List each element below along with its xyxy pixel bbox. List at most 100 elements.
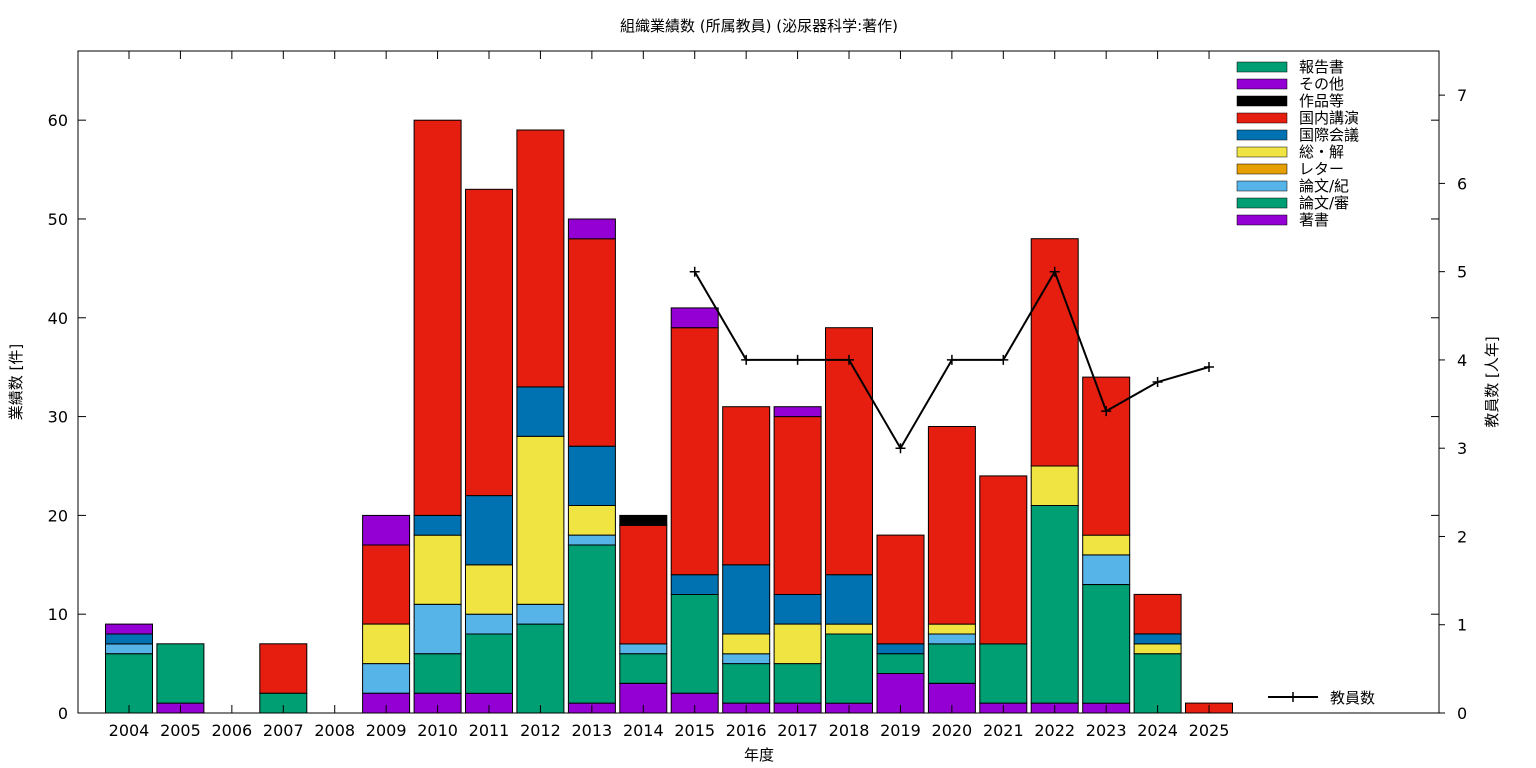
legend-swatch-0 xyxy=(1236,61,1288,73)
bar-2020-series-4 xyxy=(927,623,976,635)
y2-tick-label-1: 1 xyxy=(1457,616,1467,635)
legend-line-marker xyxy=(1288,692,1298,702)
bar-2014-series-2 xyxy=(619,643,668,655)
y-tick-label-20: 20 xyxy=(48,506,68,525)
bar-2024-series-5 xyxy=(1133,633,1182,645)
x-tick-label-2015: 2015 xyxy=(674,721,715,740)
bar-2015-series-5 xyxy=(670,574,719,596)
bar-2023-series-6 xyxy=(1082,376,1131,536)
line-point-2018 xyxy=(844,354,854,365)
bar-2019-series-6 xyxy=(876,534,925,645)
bar-2013-series-6 xyxy=(567,238,616,447)
legend-swatch-1 xyxy=(1236,78,1288,90)
x-tick-label-2014: 2014 xyxy=(623,721,664,740)
y2-tick-label-5: 5 xyxy=(1457,263,1467,282)
y-tick-label-60: 60 xyxy=(48,111,68,130)
bar-2010-series-5 xyxy=(413,514,462,536)
bar-2024-series-1 xyxy=(1133,653,1182,714)
bar-2018-series-1 xyxy=(825,633,873,704)
bar-2004-series-2 xyxy=(105,643,153,655)
bar-2012-series-6 xyxy=(516,129,565,388)
legend-swatch-7 xyxy=(1236,180,1288,192)
bar-2018-series-4 xyxy=(825,623,873,635)
y-axis-label: 業績数 [件] xyxy=(7,344,25,420)
y2-tick-label-0: 0 xyxy=(1457,704,1467,723)
x-tick-label-2007: 2007 xyxy=(263,721,304,740)
x-axis-label: 年度 xyxy=(744,746,774,764)
x-tick-label-2025: 2025 xyxy=(1189,721,1230,740)
y2-tick-label-4: 4 xyxy=(1457,351,1467,370)
line-layer xyxy=(689,266,1214,454)
x-tick-label-2012: 2012 xyxy=(520,721,561,740)
line-point-2020 xyxy=(946,354,957,365)
bar-2020-series-2 xyxy=(927,633,976,645)
line-point-2024 xyxy=(1152,377,1163,387)
bar-2016-series-2 xyxy=(722,653,771,665)
bar-2012-series-2 xyxy=(516,603,565,625)
y2-tick-label-3: 3 xyxy=(1457,439,1467,458)
bar-2010-series-6 xyxy=(413,119,462,516)
legend-label-5: 総・解 xyxy=(1299,143,1344,161)
bar-2014-series-7 xyxy=(619,514,668,526)
bar-2011-series-4 xyxy=(465,564,513,615)
bar-2013-series-5 xyxy=(567,445,616,507)
x-tick-label-2021: 2021 xyxy=(983,721,1024,740)
bar-2021-series-1 xyxy=(979,643,1028,704)
x-tick-label-2006: 2006 xyxy=(212,721,253,740)
bar-2016-series-4 xyxy=(722,633,771,655)
bar-2004-series-8 xyxy=(105,623,153,635)
x-tick-label-2011: 2011 xyxy=(469,721,510,740)
bar-2018-series-5 xyxy=(825,574,873,625)
bar-2023-series-2 xyxy=(1082,554,1131,586)
legend-label-6: レター xyxy=(1299,160,1344,178)
legend-label-3: 国内講演 xyxy=(1299,109,1359,127)
y2-axis-label: 教員数 [人年] xyxy=(1483,336,1501,427)
x-tick-label-2004: 2004 xyxy=(109,721,150,740)
bar-2014-series-6 xyxy=(619,524,668,645)
bar-2009-series-8 xyxy=(362,514,411,546)
bar-2016-series-1 xyxy=(722,663,771,704)
bar-2015-series-1 xyxy=(670,593,719,694)
bar-2020-series-1 xyxy=(927,643,976,684)
bar-2018-series-6 xyxy=(825,327,873,576)
bars xyxy=(105,119,1233,714)
bar-2013-series-4 xyxy=(567,505,616,536)
x-tick-label-2022: 2022 xyxy=(1034,721,1075,740)
bar-2010-series-1 xyxy=(413,653,462,694)
legend-swatch-8 xyxy=(1236,197,1288,209)
legend-label-7: 論文/紀 xyxy=(1299,177,1349,195)
bar-2012-series-4 xyxy=(516,435,565,605)
line-point-2025 xyxy=(1204,362,1214,372)
bar-2017-series-1 xyxy=(773,663,822,704)
bar-2015-series-8 xyxy=(670,307,719,329)
line-point-2015 xyxy=(689,266,700,277)
bar-2015-series-6 xyxy=(670,327,719,576)
bar-2012-series-1 xyxy=(516,623,565,714)
x-tick-label-2017: 2017 xyxy=(777,721,818,740)
bar-2011-series-6 xyxy=(465,188,513,497)
y-tick-label-50: 50 xyxy=(48,210,68,229)
bar-2011-series-2 xyxy=(465,613,513,635)
bar-2017-series-4 xyxy=(773,623,822,665)
bar-2014-series-1 xyxy=(619,653,668,684)
x-tick-label-2010: 2010 xyxy=(417,721,458,740)
bar-2017-series-6 xyxy=(773,416,822,595)
bar-2022-series-4 xyxy=(1030,465,1079,506)
legend-label-4: 国際会議 xyxy=(1299,126,1359,144)
bar-2017-series-5 xyxy=(773,593,822,625)
bar-2019-series-1 xyxy=(876,653,925,675)
x-tick-label-2024: 2024 xyxy=(1137,721,1178,740)
bar-2012-series-5 xyxy=(516,386,565,437)
legend-label-1: その他 xyxy=(1299,75,1344,93)
bar-2020-series-6 xyxy=(927,426,976,625)
bar-2011-series-5 xyxy=(465,495,513,566)
bar-2009-series-6 xyxy=(362,544,411,625)
legend-swatch-6 xyxy=(1236,163,1288,175)
y2-tick-label-6: 6 xyxy=(1457,174,1467,193)
legend-label-2: 作品等 xyxy=(1299,92,1344,110)
bar-2013-series-2 xyxy=(567,534,616,546)
bar-2010-series-4 xyxy=(413,534,462,605)
y-tick-label-30: 30 xyxy=(48,408,68,427)
